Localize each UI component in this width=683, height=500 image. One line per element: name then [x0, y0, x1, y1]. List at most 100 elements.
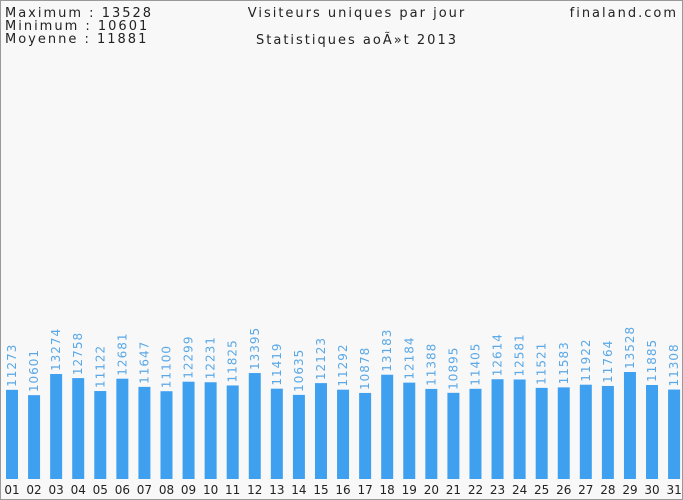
- bar: [623, 372, 636, 479]
- value-label: 13528: [623, 326, 637, 369]
- bar: [491, 379, 504, 479]
- value-label: 12231: [204, 336, 218, 379]
- bar: [292, 394, 305, 479]
- value-label: 11885: [645, 339, 659, 382]
- bar: [270, 388, 283, 479]
- bar: [182, 381, 195, 479]
- value-label: 11405: [468, 343, 482, 386]
- value-label: 13183: [380, 329, 394, 372]
- bar: [72, 378, 85, 479]
- x-tick-label: 24: [512, 483, 527, 497]
- x-tick-label: 11: [225, 483, 240, 497]
- bar: [447, 392, 460, 479]
- value-label: 12581: [513, 333, 527, 376]
- x-tick-label: 16: [335, 483, 350, 497]
- value-label: 11419: [270, 342, 284, 385]
- x-tick-label: 13: [269, 483, 284, 497]
- chart-subtitle: Statistiques aoÃ»t 2013: [256, 32, 458, 48]
- x-tick-label: 28: [600, 483, 615, 497]
- x-tick-label: 07: [137, 483, 152, 497]
- chart-title: Visiteurs uniques par jour: [248, 6, 467, 21]
- value-label: 11100: [159, 345, 173, 388]
- bar: [425, 388, 438, 479]
- bar: [94, 391, 107, 479]
- stat-line: Minimum : 10601: [5, 19, 149, 34]
- bar: [601, 385, 614, 479]
- stat-line: Moyenne : 11881: [5, 32, 148, 47]
- x-tick-label: 18: [380, 483, 395, 497]
- x-tick-label: 31: [666, 483, 681, 497]
- bar: [513, 379, 526, 479]
- value-label: 10895: [446, 347, 460, 390]
- value-label: 11273: [5, 344, 19, 387]
- bar: [6, 389, 18, 479]
- value-label: 11388: [424, 343, 438, 386]
- x-tick-label: 01: [4, 483, 19, 497]
- bar: [160, 391, 173, 479]
- bar: [314, 383, 327, 479]
- stat-line: Maximum : 13528: [5, 6, 153, 21]
- site-name: finaland.com: [570, 6, 678, 21]
- value-label: 12614: [491, 333, 505, 376]
- value-label: 11521: [535, 342, 549, 385]
- bar: [226, 385, 239, 479]
- value-label: 10635: [292, 349, 306, 392]
- x-tick-label: 29: [622, 483, 637, 497]
- x-tick-label: 03: [48, 483, 63, 497]
- bar: [337, 389, 350, 479]
- bar: [116, 378, 129, 479]
- value-label: 12758: [71, 332, 85, 375]
- bar: [204, 382, 217, 479]
- x-tick-label: 23: [490, 483, 505, 497]
- x-tick-label: 30: [644, 483, 659, 497]
- bar: [381, 374, 394, 479]
- x-tick-label: 20: [424, 483, 439, 497]
- x-tick-label: 05: [93, 483, 108, 497]
- x-tick-label: 21: [446, 483, 461, 497]
- value-label: 11292: [336, 343, 350, 386]
- x-tick-label: 25: [534, 483, 549, 497]
- value-label: 10601: [27, 349, 41, 392]
- x-tick-label: 04: [71, 483, 86, 497]
- x-tick-label: 10: [203, 483, 218, 497]
- x-tick-label: 02: [26, 483, 41, 497]
- x-tick-label: 14: [291, 483, 306, 497]
- bar: [668, 389, 681, 479]
- value-label: 12184: [402, 336, 416, 379]
- x-tick-label: 06: [115, 483, 130, 497]
- bar: [557, 387, 570, 479]
- value-label: 11308: [667, 343, 681, 386]
- x-tick-label: 19: [402, 483, 417, 497]
- value-label: 13395: [248, 327, 262, 370]
- bar: [359, 392, 372, 479]
- bar: [138, 386, 151, 479]
- x-tick-label: 17: [357, 483, 372, 497]
- value-label: 12681: [115, 333, 129, 376]
- bar: [579, 384, 592, 479]
- bar: [469, 388, 482, 479]
- x-tick-label: 15: [313, 483, 328, 497]
- x-tick-label: 22: [468, 483, 483, 497]
- bar: [646, 384, 659, 479]
- x-tick-label: 09: [181, 483, 196, 497]
- bar: [50, 374, 63, 479]
- x-tick-label: 26: [556, 483, 571, 497]
- value-label: 10878: [358, 347, 372, 390]
- value-label: 11647: [137, 341, 151, 384]
- value-label: 11922: [579, 339, 593, 382]
- value-label: 12123: [314, 337, 328, 380]
- bar: [403, 382, 416, 479]
- x-tick-label: 08: [159, 483, 174, 497]
- bar: [28, 395, 41, 479]
- value-label: 13274: [49, 328, 63, 371]
- value-label: 12299: [182, 336, 196, 379]
- value-label: 11764: [601, 340, 615, 383]
- value-label: 11583: [557, 341, 571, 384]
- value-label: 11122: [93, 345, 107, 388]
- bar: [248, 373, 261, 479]
- value-label: 11825: [226, 339, 240, 382]
- x-tick-label: 12: [247, 483, 262, 497]
- x-tick-label: 27: [578, 483, 593, 497]
- bar: [535, 387, 548, 479]
